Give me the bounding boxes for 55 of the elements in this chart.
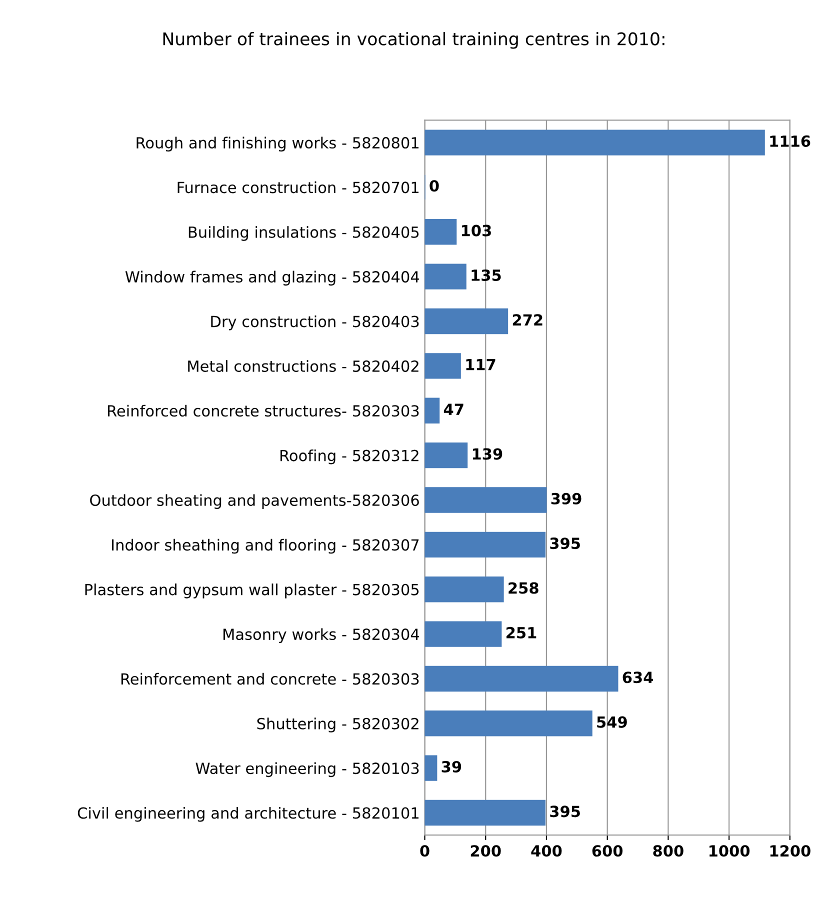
x-tick-label: 1000: [710, 845, 750, 857]
y-tick-label: Reinforced concrete structures- 5820303: [108, 404, 419, 417]
y-tick-label: Plasters and gypsum wall plaster - 5820305: [85, 584, 419, 598]
chart-title: Number of trainees in vocational training centres in 2010:: [163, 32, 664, 49]
data-label: 634: [622, 672, 654, 684]
bar: [424, 308, 508, 334]
y-tick-label: Furnace construction - 5820701: [178, 181, 418, 194]
data-label: 272: [512, 314, 542, 326]
x-tick-label: 1200: [770, 845, 810, 857]
bar: [424, 487, 547, 513]
y-tick-label: Reinforcement and concrete - 5820303: [121, 672, 419, 685]
y-tick-label: Dry construction - 5820403: [211, 315, 419, 330]
data-label: 395: [550, 538, 580, 550]
data-label: 139: [472, 448, 502, 460]
data-label: 103: [462, 224, 491, 236]
bar: [424, 576, 504, 602]
x-tick-label: 400: [531, 845, 562, 857]
bar: [424, 532, 546, 558]
data-label: 47: [444, 404, 464, 415]
bar: [424, 755, 438, 781]
bar: [424, 398, 440, 424]
y-tick-label: Metal constructions - 5820402: [188, 360, 418, 372]
y-tick-label: Rough and finishing works - 5820801: [136, 136, 418, 152]
bar: [424, 710, 592, 736]
data-label: 39: [442, 760, 462, 773]
y-tick-label: Indoor sheathing and flooring - 5820307: [112, 538, 419, 554]
y-tick-label: Water engineering - 5820103: [196, 762, 419, 778]
x-tick-label: 800: [653, 845, 684, 857]
bar: [424, 353, 461, 379]
bar: [424, 264, 466, 290]
y-tick-label: Civil engineering and architecture - 5820101: [78, 806, 418, 822]
y-tick-label: Building insulations - 5820405: [188, 226, 419, 241]
bar: [424, 666, 618, 692]
y-tick-label: Masonry works - 5820304: [223, 628, 420, 644]
data-label: 395: [550, 806, 580, 818]
data-label: 135: [472, 269, 501, 282]
bar: [424, 442, 468, 468]
x-tick-label: 200: [470, 845, 501, 857]
y-tick-label: Roofing - 5820312: [280, 450, 418, 464]
x-tick-label: 600: [592, 845, 623, 857]
data-label: 251: [506, 626, 536, 638]
data-label: 399: [551, 492, 582, 504]
data-label: 549: [597, 716, 627, 728]
data-label: 117: [466, 359, 496, 370]
y-tick-label: Window frames and glazing - 5820404: [125, 270, 420, 286]
bar: [424, 800, 546, 826]
y-tick-label: Outdoor sheating and pavements-5820306: [90, 494, 419, 509]
y-tick-label: Shuttering - 5820302: [257, 718, 418, 732]
bar: [424, 621, 502, 647]
data-label: 1116: [770, 135, 810, 147]
bar: [424, 219, 457, 245]
x-tick-label: 0: [420, 845, 430, 857]
data-label: 258: [508, 582, 538, 594]
bar: [424, 130, 765, 156]
data-label: 0: [430, 180, 439, 192]
